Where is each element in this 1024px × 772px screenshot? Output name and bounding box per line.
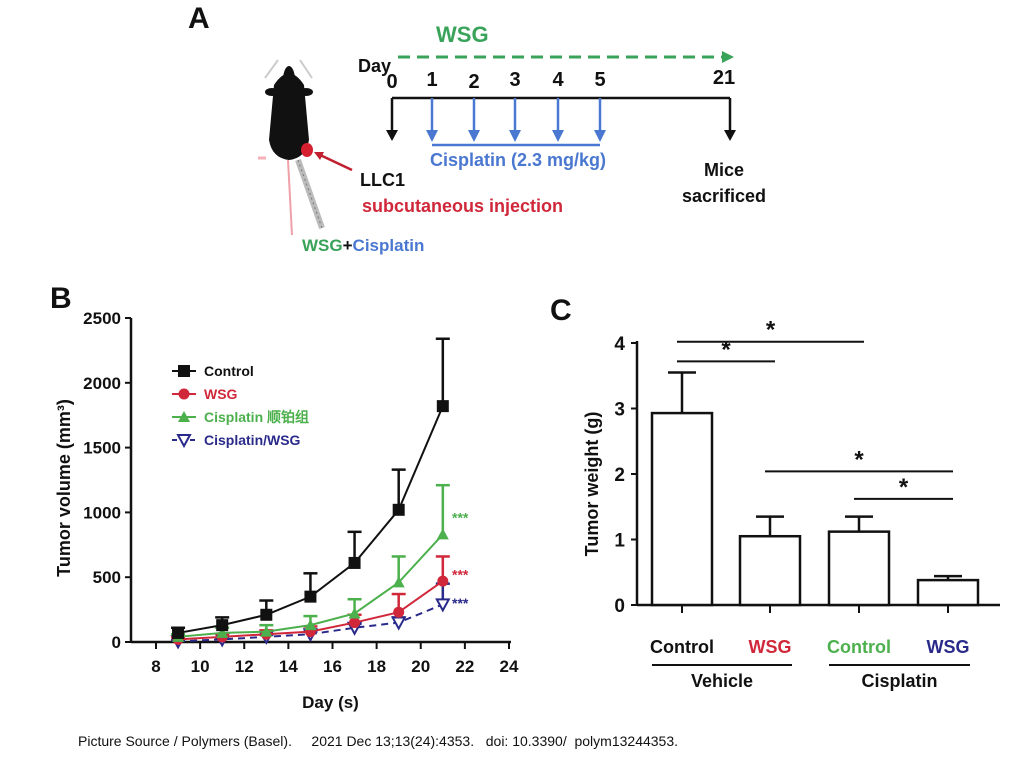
x-tick-label: 16 [323,657,342,676]
day-tick: 0 [386,71,397,93]
panel-a-letter: A [188,2,210,35]
x-tick-label: 22 [455,657,474,676]
data-point [435,598,451,613]
significance-star: * [766,317,776,344]
panel-c-letter: C [550,294,572,327]
day-tick: 4 [552,69,564,91]
significance-star: * [899,474,909,501]
y-tick-label: 1000 [83,503,121,522]
data-point [348,607,361,619]
legend-marker [178,388,190,400]
data-point [436,400,449,413]
data-point [437,575,449,587]
group-label: Cisplatin [861,671,937,691]
llc1-arrow-icon [314,152,353,172]
tumor-volume-chart: 0 500 1000 1500 2000 2500 8 10 12 14 16 18 20 22 24 Day… [54,309,519,712]
x-tick-label: 8 [151,657,160,676]
sacrificed-label-2: sacrificed [682,186,766,206]
mouse-icon [258,59,313,236]
syringe-icon [295,159,325,229]
legend-label: Cisplatin 顺铂组 [204,409,309,425]
category-label: WSG [927,637,970,657]
legend-marker [178,365,190,377]
y-tick-label: 2 [614,465,625,486]
data-point [172,626,185,639]
significance-star: * [854,446,864,473]
y-tick-label: 2500 [83,309,121,328]
significance-annotation: *** [452,595,469,611]
category-label: WSG [749,637,792,657]
significance-annotation: *** [452,567,469,583]
data-point [348,556,361,569]
injection-label: subcutaneous injection [362,196,563,216]
data-point [393,606,405,618]
x-tick-label: 18 [367,657,386,676]
day-tick: 5 [594,69,605,91]
group-label: Vehicle [691,671,753,691]
x-tick-label: 10 [191,657,210,676]
x-tick-label: 20 [411,657,430,676]
treatment-cisplatin: Cisplatin [353,236,425,255]
data-point [260,608,273,621]
data-point [392,576,405,588]
y-tick-label: 0 [112,633,121,652]
legend-label: Control [204,363,254,379]
panel-b-letter: B [50,282,72,315]
treatment-plus: + [343,236,353,255]
category-label: Control [827,637,891,657]
picture-source-caption: Picture Source / Polymers (Basel). 2021 … [78,733,679,749]
legend-marker [178,411,190,422]
day-tick: 2 [468,71,479,93]
y-tick-label: 4 [614,334,625,355]
day-label: Day [358,56,391,76]
cisplatin-dose-label: Cisplatin (2.3 mg/kg) [430,150,606,170]
x-tick-label: 24 [500,657,519,676]
treatment-label: WSG+Cisplatin [302,236,424,255]
treatment-wsg: WSG [302,236,343,255]
x-axis-label: Day (s) [302,693,359,712]
y-tick-label: 0 [614,596,625,617]
timeline [386,96,736,147]
llc1-label: LLC1 [360,170,405,190]
x-tick-label: 12 [235,657,254,676]
data-point [349,617,361,629]
category-label: Control [650,637,714,657]
significance-star: * [721,336,731,363]
data-point [216,619,229,632]
wsg-label: WSG [436,22,489,47]
significance-annotation: *** [452,510,469,526]
y-axis-label: Tumor volume (mm³) [54,399,74,577]
legend-marker [176,434,192,449]
y-tick-label: 2000 [83,374,121,393]
data-point [260,625,273,637]
data-point [392,503,405,516]
data-point [216,626,229,638]
x-tick-label: 14 [279,657,298,676]
panel-a-diagram: WSG Day 0 1 2 3 4 5 21 Cisplatin (2.3 mg… [258,22,766,255]
bar [650,411,714,607]
bar [738,534,802,607]
bar [916,578,980,607]
tumor-weight-chart: 0 1 2 3 4 Tumor weight (g) Control WSG Control WS… [582,317,1000,691]
day-tick: 3 [509,69,520,91]
data-point [436,528,449,540]
data-point [304,619,317,631]
wsg-dashed-arrow [398,51,734,63]
y-tick-label: 500 [93,568,121,587]
legend-label: WSG [204,386,238,402]
bar [827,530,891,607]
sacrificed-label-1: Mice [704,160,744,180]
day-tick: 21 [713,67,735,89]
y-tick-label: 1500 [83,439,121,458]
legend-label: Cisplatin/WSG [204,432,301,448]
y-tick-label: 3 [614,400,625,421]
data-point [304,590,317,603]
y-axis-label: Tumor weight (g) [582,412,602,557]
y-tick-label: 1 [614,531,625,552]
day-tick: 1 [426,69,437,91]
